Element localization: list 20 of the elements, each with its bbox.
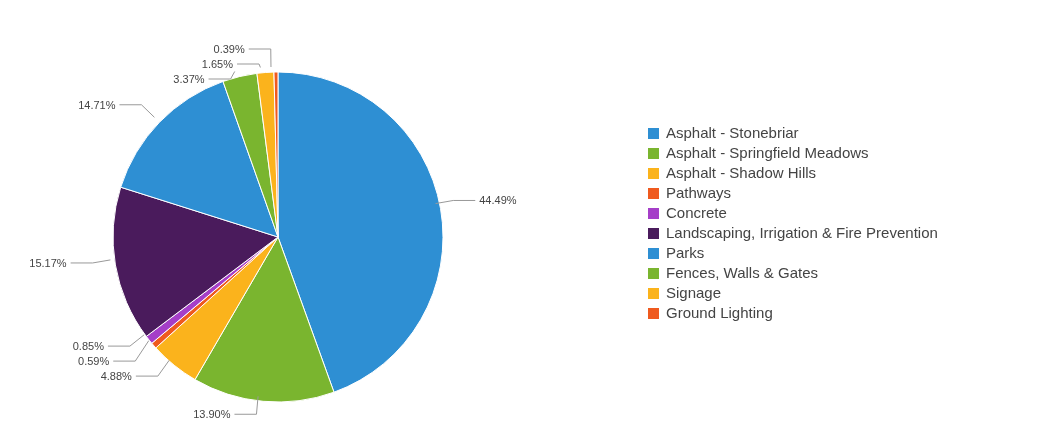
data-label: 1.65% <box>201 58 234 71</box>
data-label: 4.88% <box>100 370 133 383</box>
legend-label: Landscaping, Irrigation & Fire Prevention <box>666 223 938 243</box>
legend-label: Concrete <box>666 203 727 223</box>
data-label: 44.49% <box>479 194 517 207</box>
data-label: 3.37% <box>173 73 205 86</box>
data-label: 0.85% <box>72 340 105 353</box>
legend-label: Parks <box>666 243 705 263</box>
legend-label: Asphalt - Stonebriar <box>666 123 799 143</box>
legend-label: Fences, Walls & Gates <box>666 263 818 283</box>
data-label: 14.71% <box>78 98 116 111</box>
data-label: 0.59% <box>78 355 110 368</box>
data-label: 13.90% <box>193 408 231 421</box>
legend-label: Signage <box>666 283 722 303</box>
data-label: 15.17% <box>29 256 67 269</box>
legend-label: Asphalt - Shadow Hills <box>666 163 817 183</box>
legend-label: Asphalt - Springfield Meadows <box>666 143 869 163</box>
data-label: 0.39% <box>213 43 245 56</box>
legend-label: Pathways <box>666 183 732 203</box>
legend-label: Ground Lighting <box>666 303 773 323</box>
